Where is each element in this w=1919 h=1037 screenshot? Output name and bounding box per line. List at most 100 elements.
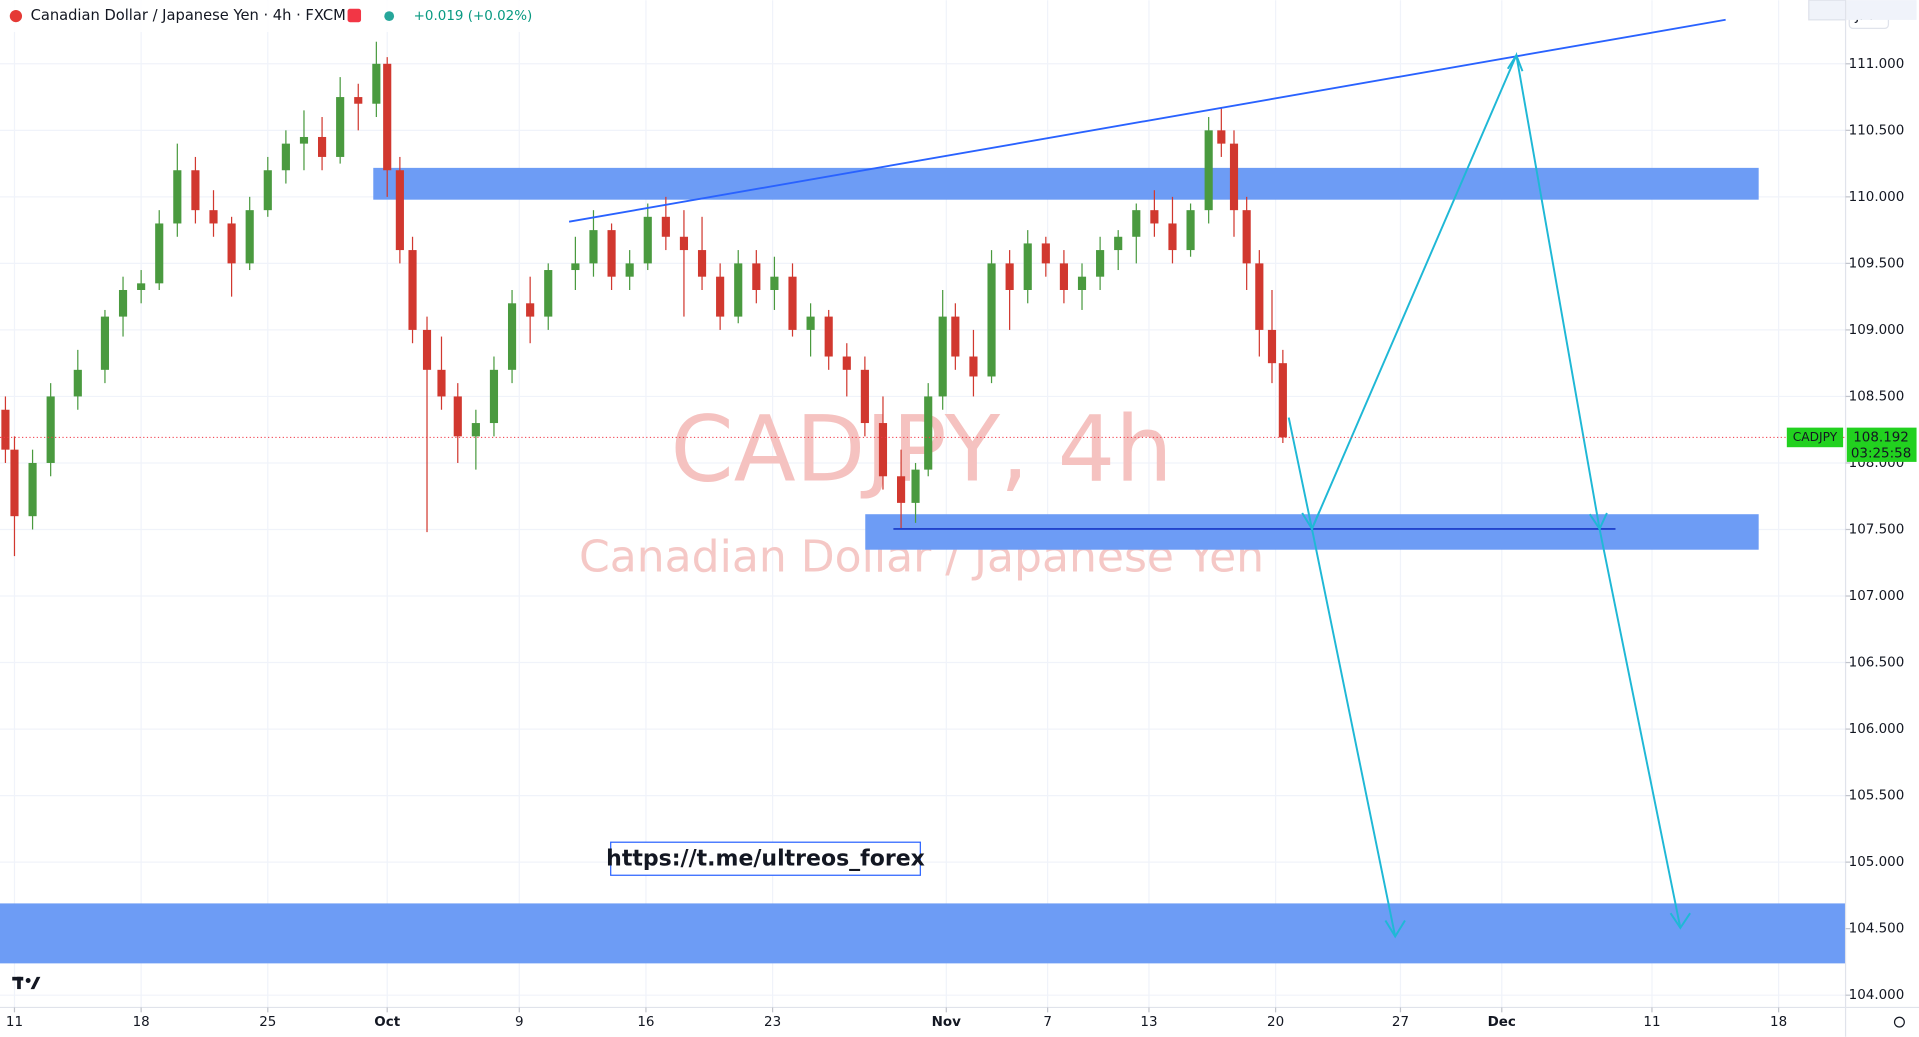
arrow-path [1311, 528, 1397, 937]
symbol-tag-text: CADJPY [1793, 430, 1838, 444]
x-tick-label: Dec [1488, 1015, 1516, 1030]
axes: 104.000 104.500 105.000 105.500 106.000 106.5… [6, 57, 1904, 1030]
candle-body [1059, 263, 1068, 290]
candle-body [878, 423, 888, 477]
candle-body [1114, 236, 1123, 251]
y-tick-label: 104.000 [1849, 988, 1905, 1003]
symbol-title: Canadian Dollar / Japanese Yen · 4h · FX… [31, 7, 346, 24]
y-tick-label: 106.500 [1849, 656, 1905, 671]
candle-body [1005, 263, 1014, 290]
y-tick-label: 106.000 [1849, 722, 1905, 737]
candle-body [372, 63, 381, 104]
x-tick-label: 13 [1140, 1015, 1157, 1030]
y-tick-label: 109.000 [1849, 323, 1905, 338]
candle-body [209, 210, 218, 224]
header-bg [0, 0, 527, 33]
countdown: 03:25:58 [1851, 446, 1911, 461]
candle-body [951, 316, 960, 357]
candle-body [526, 303, 535, 317]
x-tick-label: 7 [1043, 1015, 1052, 1030]
y-tick-label: 110.500 [1849, 123, 1905, 138]
x-tick-label: 20 [1267, 1015, 1284, 1030]
candle-body [770, 276, 779, 290]
x-tick-label: 25 [259, 1015, 276, 1030]
candle-body [1242, 210, 1251, 264]
projection-arrows [1287, 51, 1691, 939]
x-tick-label: 16 [637, 1015, 654, 1030]
candle-body [969, 356, 978, 377]
link-box [610, 841, 921, 876]
candle-body [408, 250, 417, 330]
candle-body [987, 263, 996, 377]
x-tick-label: Nov [932, 1015, 962, 1030]
watermark: CADJPY, 4h [671, 397, 1173, 502]
x-tick-label: 27 [1392, 1015, 1409, 1030]
candle-body [73, 369, 82, 397]
candle-body [263, 170, 272, 211]
y-tick-label: 105.000 [1849, 855, 1905, 870]
candle-body [507, 303, 517, 370]
x-tick-label: 23 [764, 1015, 781, 1030]
x-tick-label: 9 [515, 1015, 524, 1030]
candle-body [842, 356, 851, 370]
settings-icon[interactable] [1893, 1016, 1905, 1028]
candle-body [1255, 263, 1264, 330]
candle-body [245, 210, 254, 264]
candle-body [1168, 223, 1177, 251]
x-tick-label: 18 [1770, 1015, 1787, 1030]
candle-body [10, 449, 19, 517]
x-tick-label: 18 [133, 1015, 150, 1030]
candle-body [788, 276, 797, 330]
y-tick-label: 107.500 [1849, 522, 1905, 537]
candle-body [1204, 130, 1213, 211]
candle-body [118, 289, 128, 317]
x-tick-label: 11 [1643, 1015, 1660, 1030]
candle-body [806, 316, 815, 330]
y-tick-label: 108.500 [1849, 389, 1905, 404]
flag-button[interactable] [347, 8, 362, 23]
candle-body [395, 170, 404, 251]
candle-body [911, 469, 920, 503]
candle-body [155, 223, 164, 284]
y-tick-label: 104.500 [1849, 922, 1905, 937]
candle-body [1278, 363, 1287, 438]
symbol-tag [1786, 427, 1844, 448]
candle-body [227, 223, 236, 264]
price-change: +0.019 (+0.02%) [414, 9, 533, 24]
low-value-bg [1846, 0, 1917, 20]
link-text[interactable]: https://t.me/ultreos_forex [606, 846, 925, 871]
candle-body [589, 230, 598, 264]
low-tag-bg [1808, 0, 1847, 21]
candle-body [938, 316, 947, 397]
candle-body [860, 369, 869, 424]
candle-body [437, 369, 446, 397]
candle-body [1186, 210, 1195, 251]
arrow-head [1669, 912, 1691, 930]
candle-body [1150, 210, 1159, 224]
candle-body [679, 236, 689, 251]
candle-body [1, 409, 10, 450]
candle-body [607, 230, 616, 277]
candle-body [716, 276, 725, 317]
candle-body [1229, 143, 1239, 211]
target-zone [0, 903, 1846, 964]
candle-body [453, 396, 462, 437]
candle-body [489, 369, 499, 424]
arrow-path [1598, 528, 1682, 929]
candle-body [571, 263, 580, 271]
candle-body [625, 263, 634, 277]
arrow-head [1384, 920, 1406, 939]
arrow-head [1506, 53, 1524, 72]
candle-body [383, 63, 392, 171]
candle-body [824, 316, 833, 357]
candle-body [924, 396, 933, 470]
candle-body [191, 170, 200, 211]
y-tick-label: 111.000 [1849, 57, 1905, 72]
candle-body [1096, 250, 1105, 277]
candles [1, 41, 1287, 557]
candle-body [1077, 276, 1087, 290]
candle-body [697, 250, 707, 277]
last-price-tag [1846, 427, 1917, 462]
tv-logo [12, 976, 41, 990]
